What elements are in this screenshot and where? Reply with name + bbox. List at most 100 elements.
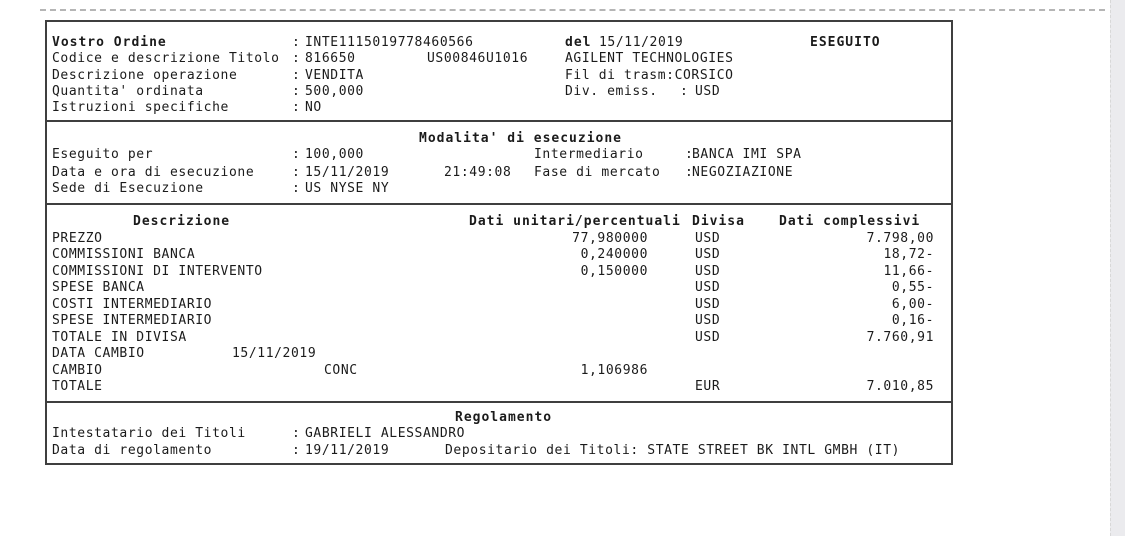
row-total-value: 7.798,00: [866, 230, 934, 246]
row-total-value: 6,00-: [891, 296, 934, 312]
instructions-value: NO: [305, 100, 322, 115]
row-total-value: 7.760,91: [866, 329, 934, 345]
field-label: Istruzioni specifiche: [52, 100, 229, 115]
row-unit-value: 0,150000: [580, 263, 648, 279]
field-colon: :: [292, 442, 301, 458]
field-colon: :: [292, 147, 301, 162]
table-row: COMMISSIONI BANCA 0,240000 USD 18,72-: [47, 247, 951, 263]
operation-value: VENDITA: [305, 67, 364, 83]
field-quantita: Quantita' ordinata : 500,000 Div. emiss.…: [47, 84, 951, 100]
field-colon: :: [292, 67, 301, 83]
section-divider: [47, 203, 951, 205]
row-currency: USD: [695, 263, 721, 279]
row-total-value: 7.010,85: [866, 379, 934, 394]
venue-value: US NYSE NY: [305, 181, 390, 196]
fx-date-value: 15/11/2019: [232, 346, 317, 361]
field-intestatario: Intestatario dei Titoli : GABRIELI ALESS…: [47, 426, 951, 442]
table-row: COMMISSIONI DI INTERVENTO 0,150000 USD 1…: [47, 264, 951, 280]
table-row: PREZZO 77,980000 USD 7.798,00: [47, 231, 951, 247]
field-codice-titolo: Codice e descrizione Titolo : 816650 US0…: [47, 51, 951, 67]
col-header-divisa: Divisa: [692, 214, 745, 229]
table-row: TOTALE IN DIVISA USD 7.760,91: [47, 330, 951, 346]
field-label: Fil di trasm: [565, 67, 667, 83]
field-label: Vostro Ordine: [52, 35, 167, 50]
row-currency: USD: [695, 329, 721, 345]
row-desc: PREZZO: [52, 230, 103, 246]
quantity-value: 500,000: [305, 84, 364, 99]
intermediario-value: BANCA IMI SPA: [692, 147, 802, 162]
field-colon: :: [292, 35, 301, 50]
div-emiss-value: USD: [695, 84, 721, 99]
field-label: Eseguito per: [52, 147, 154, 162]
field-istruzioni: Istruzioni specifiche : NO: [47, 100, 951, 116]
field-data-ora-esecuzione: Data e ora di esecuzione : 15/11/2019 21…: [47, 165, 951, 181]
execution-time-value: 21:49:08: [444, 164, 512, 180]
row-desc: TOTALE IN DIVISA: [52, 329, 187, 345]
row-desc: COSTI INTERMEDIARIO: [52, 296, 213, 312]
fil-trasm-value: CORSICO: [674, 67, 734, 83]
row-currency: USD: [695, 313, 721, 328]
field-colon: :: [292, 426, 301, 441]
row-unit-value: 77,980000: [572, 230, 648, 246]
row-unit-value: 0,240000: [580, 247, 648, 262]
row-desc: TOTALE: [52, 379, 103, 394]
field-colon: :: [292, 51, 301, 66]
table-row-totale: TOTALE EUR 7.010,85: [47, 379, 951, 395]
fx-type-value: CONC: [324, 362, 358, 378]
field-label: Descrizione operazione: [52, 67, 238, 83]
row-desc: COMMISSIONI DI INTERVENTO: [52, 263, 263, 279]
order-confirmation-document: Vostro Ordine : INTE1115019778460566 del…: [45, 20, 953, 465]
col-header-dati-unitari: Dati unitari/percentuali: [469, 214, 681, 229]
isin-value: US00846U1016: [427, 51, 529, 66]
field-colon: :: [292, 181, 301, 196]
page-right-edge-strip: [1110, 0, 1125, 536]
fase-value: NEGOZIAZIONE: [692, 164, 794, 180]
table-row: SPESE BANCA USD 0,55-: [47, 280, 951, 296]
order-id-value: INTE1115019778460566: [305, 35, 474, 50]
field-colon: :: [666, 67, 675, 83]
table-row: SPESE INTERMEDIARIO USD 0,16-: [47, 313, 951, 329]
status-badge: ESEGUITO: [810, 35, 881, 50]
row-currency: USD: [695, 247, 721, 262]
field-operazione: Descrizione operazione : VENDITA Fil di …: [47, 68, 951, 84]
col-header-descrizione: Descrizione: [133, 214, 231, 229]
table-row: COSTI INTERMEDIARIO USD 6,00-: [47, 297, 951, 313]
field-label: Depositario dei Titoli: [445, 442, 631, 458]
field-label: Quantita' ordinata: [52, 84, 204, 99]
field-colon: :: [292, 164, 301, 180]
depositario-field: Depositario dei Titoli: STATE STREET BK …: [445, 443, 900, 458]
holder-name-value: GABRIELI ALESSANDRO: [305, 426, 466, 441]
field-sede-esecuzione: Sede di Esecuzione : US NYSE NY: [47, 181, 951, 197]
field-colon: :: [685, 147, 694, 162]
table-row-cambio: CAMBIO CONC 1,106986: [47, 363, 951, 379]
row-desc: DATA CAMBIO: [52, 346, 145, 361]
order-date-value: 15/11/2019: [599, 35, 684, 50]
table-header-row: Descrizione Dati unitari/percentuali Div…: [47, 214, 951, 230]
field-label: Data e ora di esecuzione: [52, 164, 255, 180]
row-desc: SPESE BANCA: [52, 280, 145, 295]
page-top-dashed-rule: [40, 9, 1105, 11]
div-emiss-label: Div. emiss.: [565, 84, 658, 99]
field-data-regolamento: Data di regolamento : 19/11/2019 Deposit…: [47, 443, 951, 459]
security-name-value: AGILENT TECHNOLOGIES: [565, 51, 734, 66]
row-desc: COMMISSIONI BANCA: [52, 247, 196, 262]
field-colon: :: [292, 100, 301, 115]
field-colon: :: [630, 442, 639, 458]
section-regolamento-title-row: Regolamento: [47, 410, 951, 426]
row-desc: CAMBIO: [52, 362, 103, 378]
field-label: Data di regolamento: [52, 442, 213, 458]
row-currency: EUR: [695, 379, 721, 394]
intermediario-label: Intermediario: [534, 147, 644, 162]
field-label: Sede di Esecuzione: [52, 181, 204, 196]
fil-trasm-field: Fil di trasm:CORSICO: [565, 68, 734, 83]
field-vostro-ordine: Vostro Ordine : INTE1115019778460566 del…: [47, 35, 951, 51]
execution-date-value: 15/11/2019: [305, 164, 390, 180]
row-currency: USD: [695, 230, 721, 246]
section-divider: [47, 120, 951, 122]
field-colon: :: [292, 84, 301, 99]
field-eseguito-per: Eseguito per : 100,000 Intermediario : B…: [47, 147, 951, 163]
section-divider: [47, 401, 951, 403]
row-currency: USD: [695, 280, 721, 295]
del-label: del: [565, 35, 592, 50]
section-title: Regolamento: [455, 410, 553, 425]
